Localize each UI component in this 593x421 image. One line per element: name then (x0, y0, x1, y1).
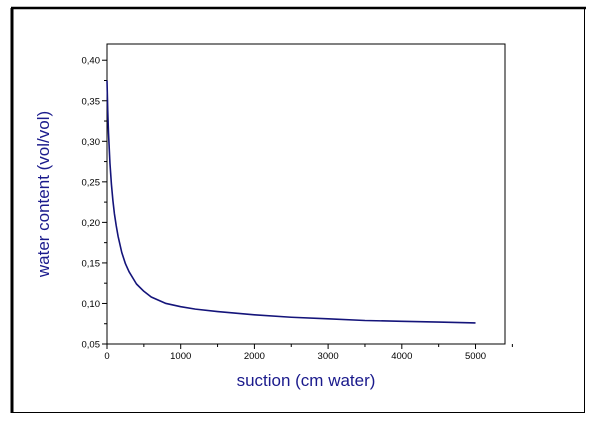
y-tick-label: 0,35 (82, 96, 101, 107)
series-line (106, 80, 476, 324)
x-tick-label: 0 (104, 351, 109, 362)
y-tick-label: 0,10 (82, 299, 101, 310)
x-tick-label: 3000 (318, 351, 339, 362)
x-tick-label: 2000 (244, 351, 265, 362)
x-tick-label: 5000 (465, 351, 486, 362)
y-axis-ticks: 0,05 0,10 0,15 0,20 0,25 0,30 0,35 0,40 (82, 56, 107, 351)
y-tick-label: 0,30 (82, 137, 101, 148)
y-tick-label: 0,15 (82, 258, 101, 269)
y-tick-label: 0,25 (82, 177, 101, 188)
x-tick-label: 1000 (170, 351, 191, 362)
plot-area (106, 43, 506, 345)
y-tick-label: 0,05 (82, 340, 101, 351)
page-border (10, 6, 586, 413)
x-axis-title: suction (cm water) (237, 371, 376, 390)
x-axis-ticks: 0 1000 2000 3000 4000 5000 (104, 344, 513, 362)
x-tick-label: 4000 (391, 351, 412, 362)
y-axis-title: water content (vol/vol) (34, 111, 53, 278)
y-tick-label: 0,20 (82, 218, 101, 229)
series-layer (106, 80, 476, 324)
y-tick-label: 0,40 (82, 56, 101, 67)
